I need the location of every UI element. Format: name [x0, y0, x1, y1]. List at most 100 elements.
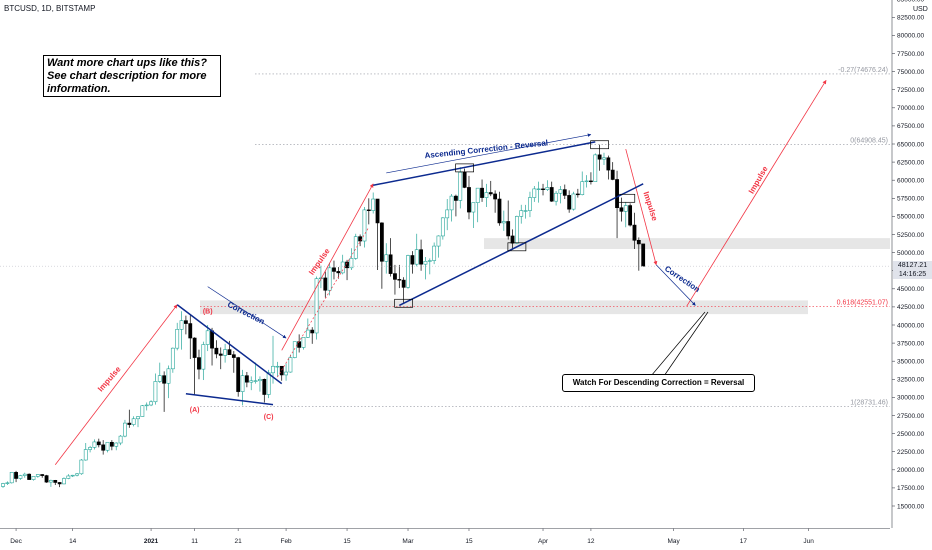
channel-lower-line — [398, 183, 644, 307]
candle-body — [445, 209, 450, 219]
y-tick-label: 70000.00 — [897, 105, 924, 112]
candle-body — [519, 210, 524, 217]
candle-body — [580, 181, 585, 195]
candle-body — [484, 192, 489, 198]
impulse-arrow-2 — [281, 183, 374, 351]
y-tick-label: 62500.00 — [897, 159, 924, 166]
candle-body — [131, 418, 136, 425]
candle-body — [31, 476, 36, 480]
watch-box: Watch For Descending Correction = Revers… — [562, 374, 755, 392]
y-tick-label: 85000.00 — [897, 0, 924, 4]
impulse-arrow-3 — [686, 79, 827, 307]
y-tick-label: 60000.00 — [897, 178, 924, 185]
candle-body — [57, 482, 62, 485]
candle-body — [528, 197, 532, 211]
candle-body — [436, 235, 441, 247]
candle-body — [75, 473, 79, 476]
candle-body — [310, 329, 315, 334]
candle-body — [632, 224, 637, 241]
candle-body — [253, 380, 258, 382]
candle-body — [218, 353, 223, 356]
fib-label: 1(28731.46) — [850, 400, 888, 407]
y-tick-label: 30000.00 — [897, 395, 924, 402]
candle-body — [201, 344, 206, 370]
currency-label[interactable]: USD — [913, 6, 928, 13]
candle-body — [288, 357, 293, 373]
candle-body — [27, 473, 32, 480]
y-tick-label: 50000.00 — [897, 250, 924, 257]
candle-body — [615, 179, 619, 209]
y-tick-label: 65000.00 — [897, 141, 924, 148]
symbol-title: BTCUSD, 1D, BITSTAMP — [4, 4, 96, 13]
drawings: ImpulseImpulseImpulseImpulseCorrectionAs… — [0, 79, 890, 465]
candle-body — [536, 188, 541, 190]
candle-body — [401, 279, 406, 288]
candle-body — [244, 375, 249, 383]
candle-body — [558, 189, 563, 194]
candle-body — [44, 475, 49, 483]
x-tick-label: 21 — [235, 538, 243, 545]
pivot-box — [394, 298, 414, 308]
y-tick-label: 67500.00 — [897, 123, 924, 130]
candle-body — [349, 258, 354, 269]
candle-body — [471, 202, 476, 213]
candle-body — [449, 195, 454, 211]
x-tick-label: Jun — [803, 538, 814, 545]
candle-body — [258, 378, 262, 382]
candle-body — [584, 180, 589, 183]
candle-body — [83, 449, 88, 461]
candle-body — [40, 474, 45, 476]
candle-body — [227, 349, 232, 355]
resistance-zone — [484, 238, 890, 249]
candle-body — [432, 245, 437, 261]
y-tick-label: 72500.00 — [897, 87, 924, 94]
y-tick-label: 20000.00 — [897, 467, 924, 474]
candle-body — [62, 478, 66, 485]
candle-body — [5, 482, 10, 484]
candle-body — [214, 347, 219, 355]
y-tick-label: 37500.00 — [897, 340, 924, 347]
highlight-zones — [200, 238, 890, 315]
candle-body — [101, 444, 106, 451]
candle-body — [35, 474, 40, 477]
candle-body — [506, 221, 511, 237]
fib-label: 0(64908.45) — [850, 138, 888, 145]
time-axis[interactable]: Dec 14 2021 11 21 Feb 15 Mar 15 Apr 12 May 17 Jun — [0, 528, 890, 546]
candle-body — [454, 195, 458, 201]
y-tick-label: 57500.00 — [897, 196, 924, 203]
candle-body — [149, 401, 153, 406]
ascending-arrow — [386, 133, 592, 174]
wave-c-label: (C) — [264, 414, 274, 421]
info-line-1: Want more chart ups like this? — [47, 57, 207, 69]
candle-body — [305, 329, 310, 338]
candle-body — [205, 330, 210, 345]
candle-body — [562, 189, 567, 196]
candle-body — [532, 188, 537, 198]
candle-body — [92, 441, 97, 448]
candle-body — [545, 187, 550, 190]
y-tick-label: 32500.00 — [897, 377, 924, 384]
candle-body — [284, 371, 288, 376]
channel-upper-line — [373, 141, 596, 187]
candle-body — [79, 459, 84, 475]
wedge-upper-line — [176, 304, 283, 385]
pivot-box — [616, 193, 636, 203]
x-tick-label: 15 — [343, 538, 351, 545]
candle-body — [345, 261, 349, 269]
candle-body — [514, 216, 519, 244]
candle-body — [353, 236, 358, 259]
x-tick-label: Apr — [538, 538, 549, 545]
candle-body — [323, 277, 328, 291]
candle-body — [480, 187, 484, 198]
y-tick-label: 55000.00 — [897, 214, 924, 221]
candle-body — [488, 192, 493, 195]
candle-body — [575, 193, 580, 196]
fib-label: -0.27(74676.24) — [838, 67, 888, 74]
candle-body — [332, 267, 336, 272]
candle-body — [14, 472, 18, 479]
candle-body — [397, 279, 402, 281]
y-tick-label: 75000.00 — [897, 69, 924, 76]
x-tick-label: 14 — [69, 538, 77, 545]
y-tick-label: 77500.00 — [897, 51, 924, 58]
